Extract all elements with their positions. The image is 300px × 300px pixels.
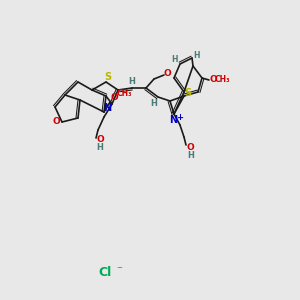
Text: S: S [184,88,192,98]
Text: O: O [163,70,171,79]
Text: S: S [104,72,112,82]
Text: +: + [176,112,184,122]
Text: H: H [97,143,104,152]
Text: O: O [96,136,104,145]
Text: N: N [169,115,177,125]
Text: O: O [110,94,118,103]
Text: H: H [172,55,178,64]
Text: CH₃: CH₃ [116,88,132,98]
Text: H: H [188,151,194,160]
Text: O: O [209,76,217,85]
Text: CH₃: CH₃ [214,74,230,83]
Text: H: H [129,76,135,85]
Text: Cl: Cl [98,266,112,278]
Text: ⁻: ⁻ [116,265,122,275]
Text: H: H [194,50,200,59]
Text: O: O [186,142,194,152]
Text: N: N [103,103,111,113]
Text: H: H [151,98,158,107]
Text: O: O [52,118,60,127]
